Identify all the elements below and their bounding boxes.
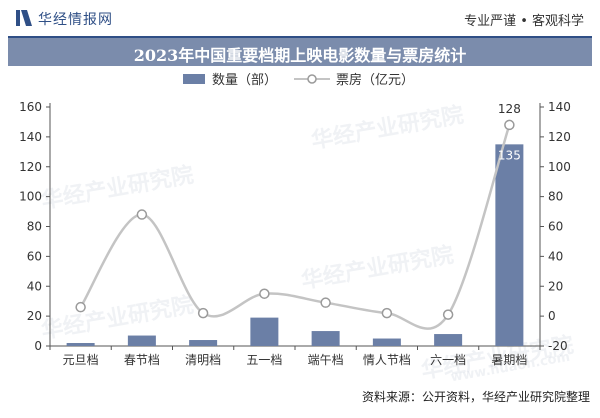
line-point (259, 288, 270, 299)
bar (127, 335, 156, 346)
legend: 数量（部） 票房（亿元） (183, 72, 414, 88)
y-right-tick-label: 60 (548, 220, 563, 234)
bar-series (66, 144, 524, 346)
line-point (75, 301, 86, 313)
y-right-tick-label: 140 (548, 100, 571, 114)
bar (250, 317, 279, 346)
legend-swatch-marker (307, 74, 317, 84)
chart-title: 2023年中国重要档期上映电影数量与票房统计 (133, 46, 467, 65)
x-tick-label: 六一档 (430, 353, 466, 367)
y-right-tick-label: -20 (548, 339, 568, 353)
line-point (197, 307, 209, 319)
y-right-tick-label: 40 (548, 249, 563, 263)
y-right-tick-label: 0 (548, 309, 556, 323)
line-point (320, 297, 331, 308)
bar (66, 343, 95, 346)
line-point (136, 209, 148, 220)
legend-swatch-bar (183, 74, 205, 84)
source-note: 资料来源：公开资料，华经产业研究院整理 (361, 390, 590, 404)
bar (434, 334, 463, 346)
x-tick-label: 情人节档 (363, 353, 411, 367)
axes: 0 20 40 60 80 100 120 140 160 -20 0 20 40 60 80 100 120 1… (19, 100, 571, 367)
top-bar: 华经情报网 专业严谨 • 客观科学 (0, 0, 600, 34)
y-right-tick-label: 80 (548, 190, 563, 204)
bar (189, 340, 218, 346)
y-left-tick-label: 140 (19, 130, 42, 144)
x-tick-label: 端午档 (308, 353, 344, 367)
x-tick-label: 暑期档 (491, 353, 527, 367)
y-right-tick-label: 100 (548, 160, 571, 174)
line-point (442, 309, 454, 320)
bar (495, 144, 524, 346)
line-value-label: 128 (498, 102, 521, 116)
y-left-tick-label: 80 (27, 220, 42, 234)
y-left-tick-label: 100 (19, 190, 42, 204)
legend-label-bar: 数量（部） (212, 73, 277, 88)
data-labels: 135 128 (498, 102, 521, 162)
brand-name: 华经情报网 (38, 12, 113, 28)
bar-value-label: 135 (498, 148, 521, 162)
line-point (381, 307, 393, 319)
legend-label-line: 票房（亿元） (336, 72, 414, 88)
logo-icon (16, 10, 32, 26)
bar (372, 338, 401, 346)
bar (311, 331, 340, 346)
y-left-tick-label: 40 (27, 279, 42, 293)
y-left-tick-label: 20 (27, 309, 42, 323)
x-tick-label: 春节档 (124, 353, 160, 367)
title-band: 2023年中国重要档期上映电影数量与票房统计 (8, 36, 592, 66)
x-tick-label: 元旦档 (63, 353, 99, 367)
y-left-tick-label: 120 (19, 160, 42, 174)
line-point (504, 119, 515, 131)
slogan: 专业严谨 • 客观科学 (464, 14, 584, 29)
y-left-tick-label: 160 (19, 100, 42, 114)
y-right-tick-label: 20 (548, 279, 563, 293)
chart-area: 数量（部） 票房（亿元） 0 20 40 60 80 100 120 140 160 -20 0 20… (19, 72, 571, 367)
x-tick-label: 五一档 (246, 353, 282, 367)
y-left-tick-label: 60 (27, 249, 42, 263)
y-left-tick-label: 0 (34, 339, 42, 353)
line-path (79, 124, 511, 330)
x-tick-label: 清明档 (185, 353, 221, 367)
y-right-tick-label: 120 (548, 130, 571, 144)
line-series (75, 119, 515, 330)
